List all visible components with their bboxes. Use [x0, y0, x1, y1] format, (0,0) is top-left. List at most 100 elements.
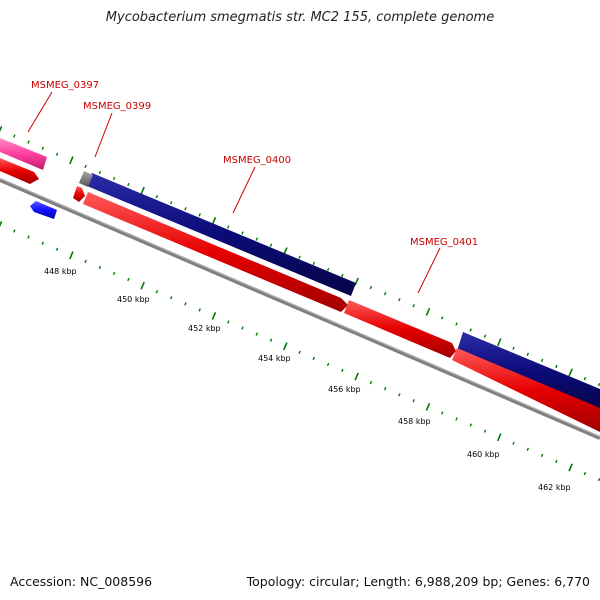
cds-arrow-4[interactable]: [344, 300, 456, 358]
outer-ring-minor-tick: [98, 170, 102, 175]
outer-ring-minor-tick: [41, 146, 45, 150]
outer-ring-minor-tick: [326, 267, 330, 272]
gene-label-msmeg-0401[interactable]: MSMEG_0401: [410, 237, 478, 248]
inner-ring-minor-tick: [112, 271, 116, 276]
outer-ring-minor-tick: [341, 273, 344, 278]
inner-ring-major-tick: [354, 372, 359, 381]
inner-ring-minor-tick: [198, 308, 201, 312]
inner-ring-minor-tick: [341, 368, 344, 373]
outer-ring-minor-tick: [84, 164, 87, 169]
inner-ring-major-tick: [496, 433, 502, 442]
inner-ring-minor-tick: [326, 362, 330, 367]
outer-tick-ring: [0, 125, 600, 387]
outer-ring-minor-tick: [27, 140, 30, 144]
outer-ring-minor-tick: [241, 231, 244, 235]
cds-arrow-5[interactable]: [452, 348, 600, 432]
inner-ring-minor-tick: [255, 332, 259, 336]
outer-ring-major-tick: [69, 156, 74, 165]
inner-ring-minor-tick: [512, 441, 515, 445]
inner-ring-minor-tick: [483, 429, 487, 433]
inner-ring-minor-tick: [412, 399, 415, 403]
outer-ring-minor-tick: [184, 207, 187, 211]
inner-ring-minor-tick: [298, 350, 301, 354]
outer-ring-minor-tick: [198, 213, 201, 217]
inner-ring-minor-tick: [27, 235, 30, 239]
inner-ring-minor-tick: [540, 453, 544, 458]
outer-ring-minor-tick: [369, 285, 373, 290]
inner-ring-minor-tick: [555, 459, 558, 464]
outer-ring-minor-tick: [298, 255, 301, 259]
cds-arrow-1[interactable]: [0, 158, 39, 184]
outer-ring-minor-tick: [227, 225, 230, 229]
gene-bar-blue[interactable]: [30, 201, 57, 219]
genome-backbone: [0, 178, 600, 440]
inner-ring-minor-tick: [383, 387, 387, 391]
inner-ring-minor-tick: [127, 277, 130, 282]
kbp-label-454: 454 kbp: [258, 354, 291, 363]
inner-ring-minor-tick: [469, 423, 472, 427]
kbp-label-456: 456 kbp: [328, 385, 361, 394]
outer-ring-minor-tick: [398, 298, 401, 302]
inner-ring-minor-tick: [184, 302, 187, 306]
callout-line-msmeg-0401: [417, 247, 441, 294]
inner-ring-minor-tick: [269, 338, 273, 342]
kbp-label-462: 462 kbp: [538, 483, 571, 492]
kbp-label-452: 452 kbp: [188, 324, 221, 333]
gene-bar-msmeg-0397[interactable]: [0, 138, 47, 170]
gene-bar-msmeg-0400[interactable]: [87, 173, 356, 296]
inner-ring-minor-tick: [98, 265, 102, 270]
outer-ring-minor-tick: [440, 316, 444, 320]
inner-ring-minor-tick: [312, 356, 316, 361]
outer-ring-major-tick: [140, 186, 145, 195]
gene-label-msmeg-0400[interactable]: MSMEG_0400: [223, 155, 291, 166]
inner-ring-major-tick: [282, 342, 288, 351]
kbp-label-450: 450 kbp: [117, 295, 150, 304]
outer-ring-minor-tick: [269, 243, 273, 247]
gene-label-msmeg-0399[interactable]: MSMEG_0399: [83, 101, 151, 112]
inner-ring-minor-tick: [369, 380, 373, 385]
outer-ring-minor-tick: [540, 358, 544, 363]
inner-ring-minor-tick: [227, 320, 230, 324]
cds-arrow-3[interactable]: [83, 192, 348, 312]
gene-label-msmeg-0397[interactable]: MSMEG_0397: [31, 80, 99, 91]
cds-arrow-2[interactable]: [73, 186, 85, 202]
outer-ring-major-tick: [568, 368, 573, 377]
inner-ring-minor-tick: [398, 393, 401, 397]
outer-ring-minor-tick: [13, 134, 16, 138]
callout-line-msmeg-0400: [232, 166, 256, 214]
callout-line-msmeg-0397: [27, 91, 53, 133]
outer-ring-major-tick: [0, 125, 3, 133]
inner-tick-ring: [0, 220, 600, 482]
inner-ring-major-tick: [69, 251, 74, 260]
inner-ring-minor-tick: [440, 411, 444, 415]
outer-ring-minor-tick: [483, 334, 487, 338]
outer-ring-minor-tick: [583, 376, 587, 381]
inner-ring-major-tick: [211, 311, 217, 320]
kbp-label-460: 460 kbp: [467, 450, 500, 459]
outer-ring-minor-tick: [383, 292, 387, 296]
outer-ring-minor-tick: [412, 304, 415, 308]
kbp-label-458: 458 kbp: [398, 417, 431, 426]
outer-ring-minor-tick: [312, 261, 316, 266]
inner-ring-major-tick: [0, 220, 3, 228]
outer-ring-major-tick: [425, 307, 431, 316]
gene-bar-gray[interactable]: [79, 171, 93, 187]
inner-ring-minor-tick: [526, 447, 530, 451]
inner-ring-major-tick: [140, 281, 145, 290]
outer-ring-minor-tick: [112, 176, 116, 181]
outer-ring-minor-tick: [55, 152, 59, 156]
outer-ring-minor-tick: [512, 346, 515, 350]
gene-bar-msmeg-0401[interactable]: [457, 332, 600, 413]
genome-backbone-highlight: [0, 178, 600, 437]
outer-ring-minor-tick: [526, 352, 530, 356]
genome-summary-text: Topology: circular; Length: 6,988,209 bp…: [246, 574, 590, 589]
inner-ring-minor-tick: [155, 290, 159, 294]
inner-ring-minor-tick: [13, 229, 16, 233]
inner-ring-minor-tick: [583, 471, 587, 476]
outer-ring-major-tick: [496, 338, 502, 347]
inner-ring-minor-tick: [455, 417, 458, 421]
outer-ring-minor-tick: [255, 237, 259, 241]
genome-title: Mycobacterium smegmatis str. MC2 155, co…: [105, 10, 495, 25]
inner-ring-major-tick: [425, 402, 431, 411]
